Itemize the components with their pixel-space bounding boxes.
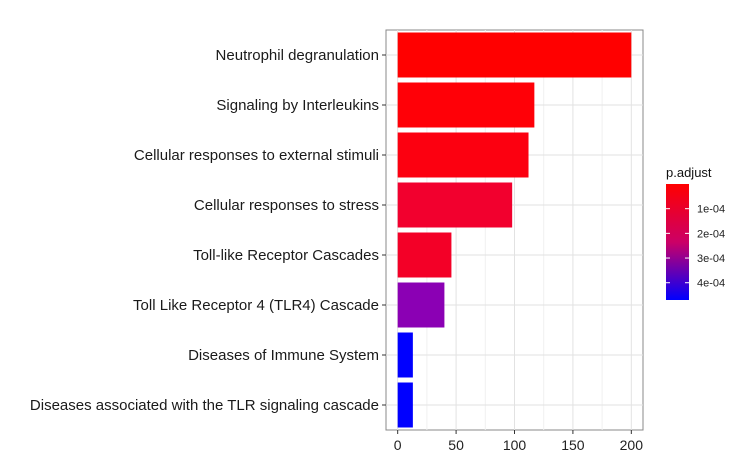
category-label: Cellular responses to external stimuli — [134, 147, 379, 164]
bar — [397, 332, 413, 378]
category-label: Diseases associated with the TLR signali… — [30, 397, 379, 414]
category-label: Signaling by Interleukins — [216, 97, 379, 114]
legend-tick-label: 4e-04 — [697, 278, 725, 290]
bar — [397, 32, 632, 78]
category-label: Neutrophil degranulation — [216, 47, 379, 64]
legend-title: p.adjust — [666, 165, 712, 180]
x-tick-label: 200 — [620, 437, 644, 453]
x-axis-ticks: 0 50 100 150 200 — [394, 430, 643, 453]
x-tick-label: 100 — [503, 437, 527, 453]
category-label: Toll Like Receptor 4 (TLR4) Cascade — [133, 297, 379, 314]
x-tick-label: 50 — [448, 437, 464, 453]
bars — [397, 32, 632, 428]
bar — [397, 232, 452, 278]
legend-tick-label: 3e-04 — [697, 253, 725, 265]
legend-colorbar — [666, 184, 689, 300]
bar — [397, 182, 513, 228]
category-label: Toll-like Receptor Cascades — [193, 247, 379, 264]
bar — [397, 82, 535, 128]
category-label: Diseases of Immune System — [188, 347, 379, 364]
category-label: Cellular responses to stress — [194, 197, 379, 214]
category-labels: Neutrophil degranulation Signaling by Int… — [30, 47, 386, 414]
bar — [397, 132, 529, 178]
x-tick-label: 150 — [561, 437, 585, 453]
legend: p.adjust 1e-04 2e-04 3e-04 4e-04 — [666, 165, 725, 300]
bar — [397, 282, 445, 328]
x-tick-label: 0 — [394, 437, 402, 453]
legend-tick-label: 1e-04 — [697, 204, 725, 216]
bar — [397, 382, 413, 428]
legend-tick-label: 2e-04 — [697, 228, 725, 240]
